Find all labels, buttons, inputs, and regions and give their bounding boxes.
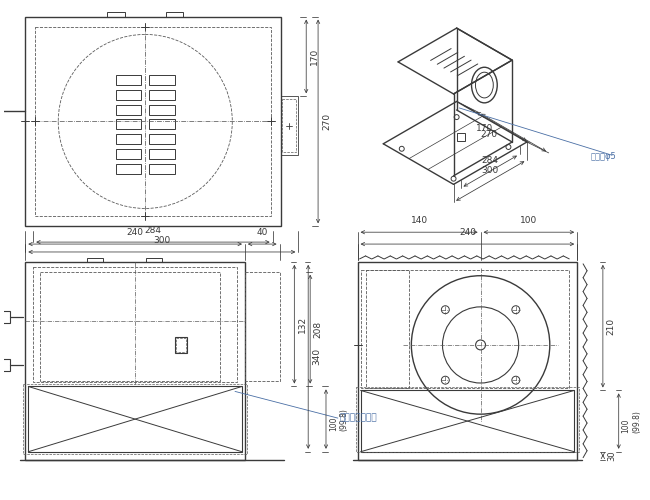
Text: 270: 270 xyxy=(322,113,331,130)
Text: 300: 300 xyxy=(153,236,170,245)
Bar xyxy=(358,262,577,460)
Bar xyxy=(361,390,574,452)
Text: 30: 30 xyxy=(607,450,616,461)
Bar xyxy=(87,258,103,262)
Text: 170: 170 xyxy=(310,48,319,65)
Text: 活性炭ユニット: 活性炭ユニット xyxy=(340,414,378,422)
Text: 132: 132 xyxy=(298,316,307,332)
Bar xyxy=(25,16,281,227)
Text: 240: 240 xyxy=(459,228,476,237)
Bar xyxy=(283,100,296,152)
Text: 284: 284 xyxy=(482,156,499,165)
Bar xyxy=(116,134,141,144)
Bar xyxy=(0,312,10,323)
Bar xyxy=(29,386,242,452)
Bar xyxy=(150,104,175,115)
Bar xyxy=(176,338,185,352)
Bar xyxy=(150,134,175,144)
Text: 40: 40 xyxy=(257,228,268,237)
Bar xyxy=(35,26,270,216)
Text: 100: 100 xyxy=(520,216,538,226)
Bar xyxy=(150,75,175,85)
Bar xyxy=(116,149,141,159)
Text: 270: 270 xyxy=(480,130,497,139)
Bar xyxy=(33,267,237,382)
Bar xyxy=(150,164,175,174)
Bar xyxy=(116,104,141,115)
Bar xyxy=(457,134,465,141)
Bar xyxy=(25,262,245,460)
Bar xyxy=(116,90,141,100)
Text: 取付穴φ5: 取付穴φ5 xyxy=(591,152,617,160)
Bar xyxy=(361,270,409,388)
Bar xyxy=(0,359,10,370)
Text: 170: 170 xyxy=(476,124,493,133)
Bar xyxy=(150,149,175,159)
Text: 140: 140 xyxy=(411,216,428,226)
Bar xyxy=(281,96,298,155)
Text: 240: 240 xyxy=(127,228,144,237)
Bar xyxy=(175,337,187,353)
Text: 210: 210 xyxy=(607,318,616,334)
Bar xyxy=(166,12,183,16)
Bar xyxy=(116,75,141,85)
Bar xyxy=(116,164,141,174)
Text: 284: 284 xyxy=(144,226,161,235)
Text: 300: 300 xyxy=(482,166,499,175)
Text: 340: 340 xyxy=(312,348,321,366)
Text: 100
(99.8): 100 (99.8) xyxy=(329,408,348,430)
Bar xyxy=(150,120,175,130)
Bar xyxy=(150,90,175,100)
Bar xyxy=(245,272,280,380)
Text: 100
(99.8): 100 (99.8) xyxy=(621,410,641,432)
Bar xyxy=(146,258,162,262)
Bar xyxy=(116,120,141,130)
Bar xyxy=(365,270,569,388)
Bar xyxy=(23,384,247,454)
Bar xyxy=(107,12,125,16)
Bar xyxy=(356,388,579,452)
Text: 208: 208 xyxy=(313,320,322,338)
Bar xyxy=(40,272,220,380)
